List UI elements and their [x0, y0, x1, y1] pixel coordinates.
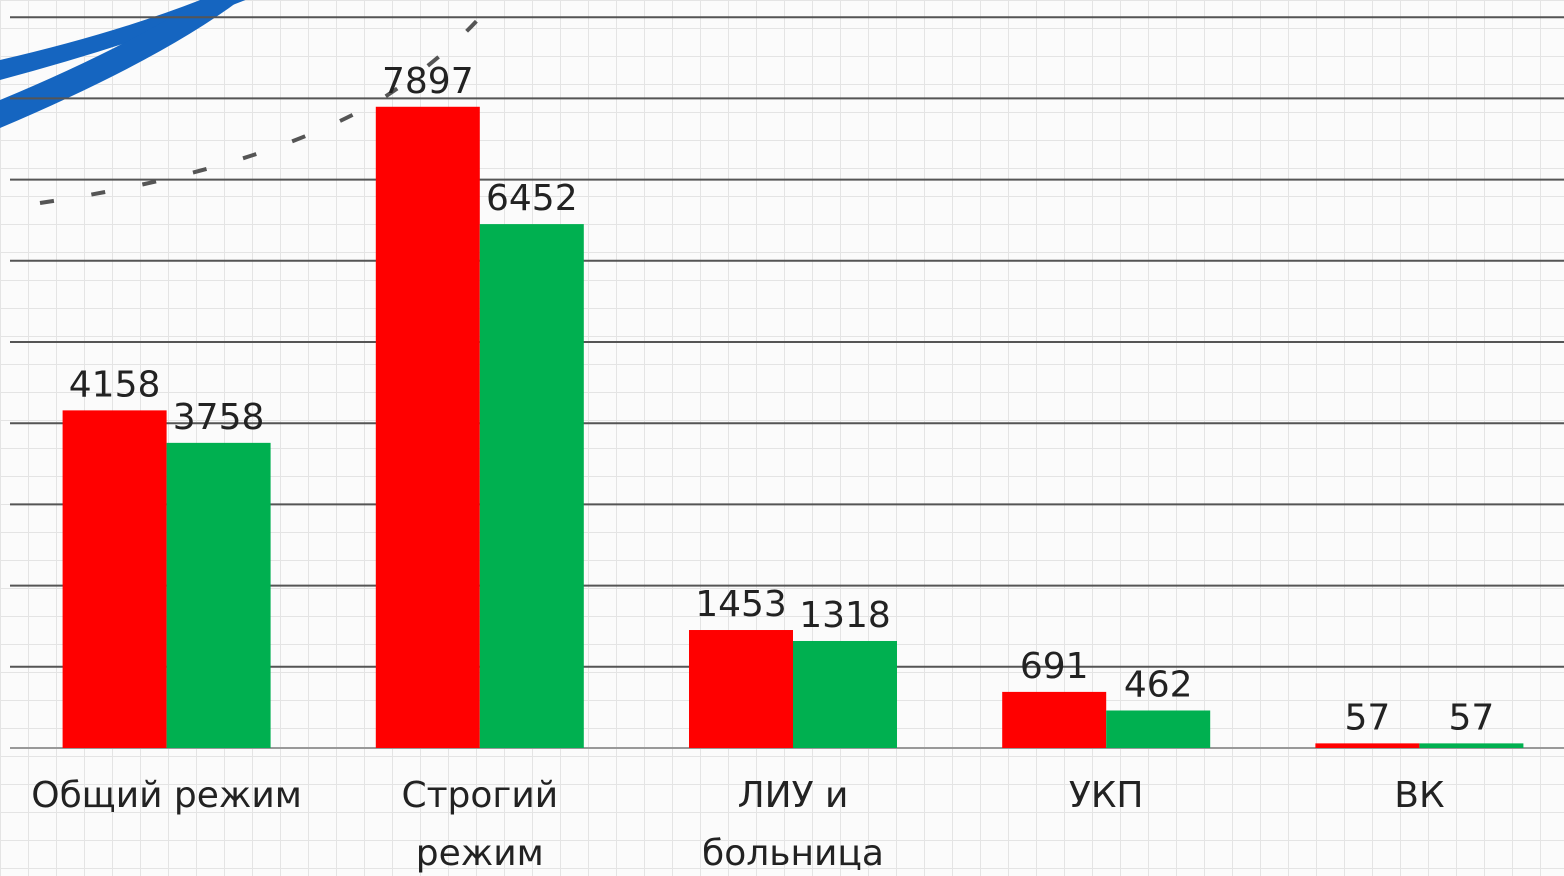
bar: [1106, 710, 1211, 748]
bar: [375, 106, 480, 749]
value-label: 7897: [382, 61, 474, 102]
bar: [1315, 743, 1420, 748]
bar: [689, 630, 793, 748]
bar: [479, 224, 584, 749]
bar: [1419, 743, 1524, 748]
bar: [1002, 691, 1107, 748]
value-label: 4158: [69, 364, 161, 405]
x-tick-label: УКП: [1069, 775, 1144, 816]
value-label: 3758: [173, 397, 265, 438]
bar: [62, 410, 167, 748]
decor-dashed-curve: [39, 0, 497, 205]
x-tick-label: режим: [416, 833, 544, 874]
bar: [793, 640, 897, 748]
value-label: 6452: [486, 178, 578, 219]
bar: [166, 442, 271, 748]
value-label: 1318: [799, 595, 891, 636]
x-tick-label: Общий режим: [31, 775, 302, 816]
decor-swoosh: [0, 0, 240, 128]
value-label: 1453: [695, 584, 787, 625]
x-tick-label: ВК: [1394, 775, 1444, 816]
x-tick-label: ЛИУ и: [738, 775, 849, 816]
value-label: 57: [1448, 697, 1494, 738]
value-label: 462: [1124, 664, 1193, 705]
value-label: 691: [1020, 646, 1089, 687]
x-tick-label: Строгий: [401, 775, 558, 816]
value-label: 57: [1344, 697, 1390, 738]
x-tick-label: больница: [702, 833, 884, 874]
